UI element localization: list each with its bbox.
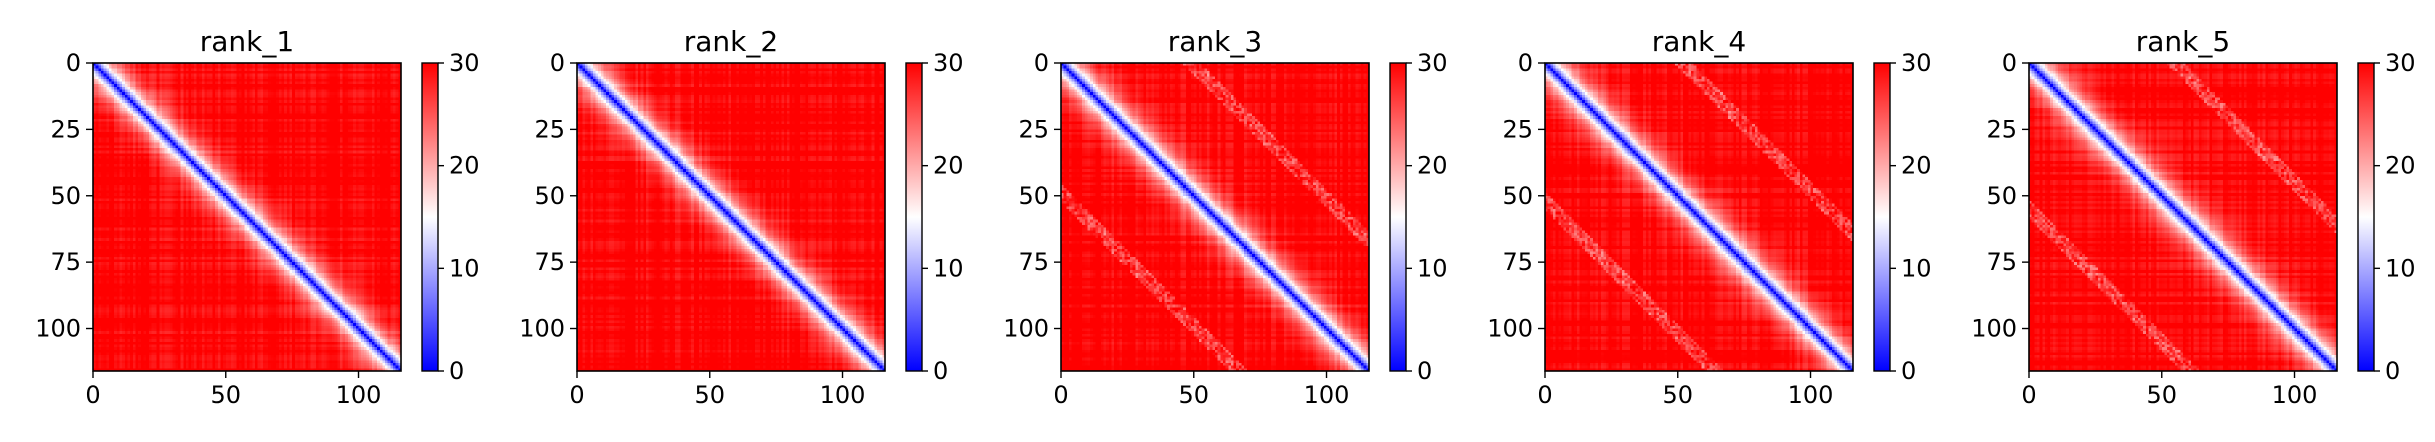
y-tick-label: 25 <box>1502 115 1533 143</box>
x-tick-label: 50 <box>1178 381 1209 409</box>
colorbar <box>906 63 922 371</box>
y-tick-label: 75 <box>1502 248 1533 276</box>
colorbar-tick-label: 30 <box>2385 49 2416 77</box>
x-tick-label: 0 <box>1537 381 1552 409</box>
y-tick-label: 0 <box>550 49 565 77</box>
y-tick-label: 0 <box>1034 49 1049 77</box>
y-tick-label: 100 <box>519 315 565 343</box>
y-tick-label: 75 <box>1986 248 2017 276</box>
colorbar-tick-label: 0 <box>933 357 948 385</box>
axes-frame <box>1060 62 1370 372</box>
x-tick-label: 50 <box>210 381 241 409</box>
y-tick-label: 100 <box>1487 315 1533 343</box>
y-tick-label: 25 <box>534 115 565 143</box>
axes-frame <box>2028 62 2338 372</box>
heatmap-image <box>2029 63 2337 371</box>
heatmap-image <box>577 63 885 371</box>
colorbar-tick-label: 10 <box>2385 254 2416 282</box>
y-tick-label: 50 <box>1018 182 1049 210</box>
panel-title: rank_3 <box>1168 25 1262 58</box>
colorbar-tick-label: 20 <box>1417 152 1448 180</box>
colorbar-tick-label: 20 <box>2385 152 2416 180</box>
colorbar <box>1390 63 1406 371</box>
y-tick-label: 0 <box>66 49 81 77</box>
heatmap-image <box>1545 63 1853 371</box>
x-tick-label: 50 <box>2146 381 2177 409</box>
y-tick-label: 75 <box>50 248 81 276</box>
x-tick-label: 50 <box>694 381 725 409</box>
y-tick-label: 75 <box>1018 248 1049 276</box>
colorbar-tick-label: 30 <box>1901 49 1932 77</box>
axes-frame <box>92 62 402 372</box>
colorbar-tick-label: 0 <box>449 357 464 385</box>
x-tick-label: 0 <box>1053 381 1068 409</box>
y-tick-label: 100 <box>1003 315 1049 343</box>
x-tick-label: 100 <box>1304 381 1350 409</box>
panel-title: rank_4 <box>1652 25 1746 58</box>
colorbar-tick-label: 0 <box>1901 357 1916 385</box>
panel-title: rank_5 <box>2136 25 2230 58</box>
colorbar-frame <box>2357 62 2375 372</box>
colorbar <box>1874 63 1890 371</box>
panel-title: rank_2 <box>684 25 778 58</box>
heatmap-panel-5: rank_5 0 50 100 0 25 50 75 100 0 10 20 30 <box>1971 25 2415 409</box>
colorbar-tick-label: 10 <box>1417 254 1448 282</box>
y-tick-label: 0 <box>2002 49 2017 77</box>
x-tick-label: 0 <box>2021 381 2036 409</box>
y-tick-label: 0 <box>1518 49 1533 77</box>
colorbar-tick-label: 10 <box>1901 254 1932 282</box>
y-tick-label: 75 <box>534 248 565 276</box>
heatmap-image <box>1061 63 1369 371</box>
y-tick-label: 100 <box>1971 315 2017 343</box>
x-tick-label: 0 <box>85 381 100 409</box>
y-tick-label: 25 <box>1986 115 2017 143</box>
axes-frame <box>1544 62 1854 372</box>
colorbar-frame <box>1389 62 1407 372</box>
colorbar-frame <box>905 62 923 372</box>
colorbar-tick-label: 10 <box>933 254 964 282</box>
panel-title: rank_1 <box>200 25 294 58</box>
colorbar-tick-label: 20 <box>449 152 480 180</box>
x-tick-label: 50 <box>1662 381 1693 409</box>
x-tick-label: 100 <box>820 381 866 409</box>
colorbar-tick-label: 0 <box>2385 357 2400 385</box>
axes-frame <box>576 62 886 372</box>
colorbar-tick-label: 0 <box>1417 357 1432 385</box>
y-tick-label: 50 <box>1986 182 2017 210</box>
y-tick-label: 100 <box>35 315 81 343</box>
colorbar-frame <box>421 62 439 372</box>
x-tick-label: 100 <box>336 381 382 409</box>
heatmap-image <box>93 63 401 371</box>
y-tick-label: 50 <box>534 182 565 210</box>
colorbar-tick-label: 30 <box>933 49 964 77</box>
x-tick-label: 100 <box>2272 381 2318 409</box>
y-tick-label: 50 <box>1502 182 1533 210</box>
colorbar-tick-label: 30 <box>449 49 480 77</box>
colorbar-tick-label: 10 <box>449 254 480 282</box>
colorbar-tick-label: 20 <box>933 152 964 180</box>
heatmap-panel-4: rank_4 0 50 100 0 25 50 75 100 0 10 20 30 <box>1487 25 1931 409</box>
y-tick-label: 25 <box>50 115 81 143</box>
y-tick-label: 25 <box>1018 115 1049 143</box>
heatmap-panel-3: rank_3 0 50 100 0 25 50 75 100 0 10 20 30 <box>1003 25 1447 409</box>
x-tick-label: 100 <box>1788 381 1834 409</box>
colorbar <box>422 63 438 371</box>
colorbar-tick-label: 30 <box>1417 49 1448 77</box>
x-tick-label: 0 <box>569 381 584 409</box>
colorbar <box>2358 63 2374 371</box>
colorbar-frame <box>1873 62 1891 372</box>
heatmap-panel-1: rank_1 0 50 100 0 25 50 75 100 0 10 20 30 <box>35 25 479 409</box>
y-tick-label: 50 <box>50 182 81 210</box>
colorbar-tick-label: 20 <box>1901 152 1932 180</box>
heatmap-panel-2: rank_2 0 50 100 0 25 50 75 100 0 10 20 30 <box>519 25 963 409</box>
